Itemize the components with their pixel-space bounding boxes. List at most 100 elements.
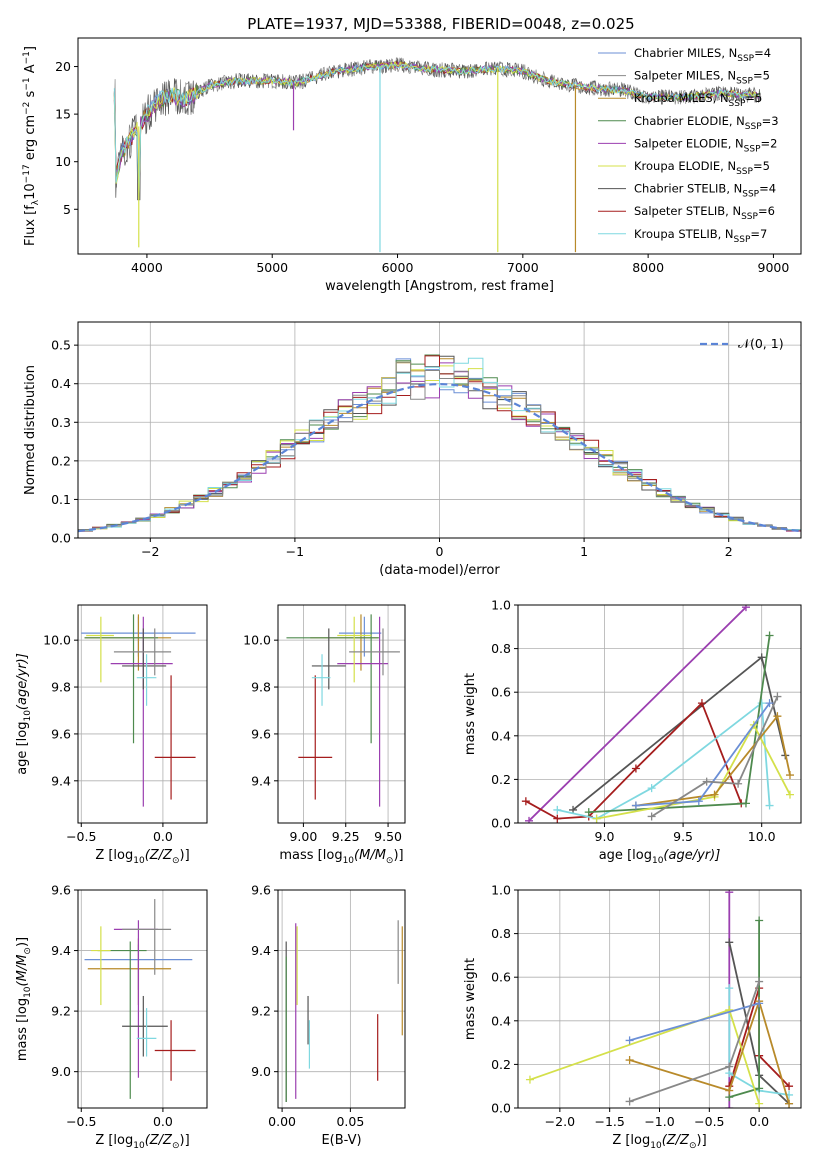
y-axis-label: mass [log10(M/M⊙)] <box>15 937 33 1061</box>
x-tick-label: 1 <box>580 544 588 559</box>
label-part: (Z/Z <box>145 1133 173 1148</box>
x-tick-label: 7000 <box>507 260 539 275</box>
legend-label: Chabrier STELIB, NSSP=4 <box>634 182 776 200</box>
x-tick-label: −0.5 <box>66 829 96 844</box>
y-axis-label: age [log10(age/yr)] <box>15 653 33 775</box>
weight-marker <box>773 692 782 701</box>
x-axis-label: age [log10(age/yr)] <box>599 848 721 866</box>
y-tick-label: 0.0 <box>51 531 71 546</box>
weight-marker <box>631 801 640 810</box>
y-tick-label: 9.2 <box>51 1004 71 1019</box>
label-part: SSP <box>745 122 762 132</box>
y-tick-label: 0.6 <box>491 970 511 985</box>
y-tick-label: 0.2 <box>51 453 71 468</box>
plot-area <box>78 890 207 1108</box>
weight-marker <box>625 1036 634 1045</box>
x-tick-label: −0.5 <box>66 1114 96 1129</box>
x-axis-label: Z [log10(Z/Z⊙)] <box>95 848 189 866</box>
weight-marker <box>631 764 640 773</box>
x-tick-label: 0.0 <box>153 1114 173 1129</box>
label-part: SSP <box>736 167 753 177</box>
mass-vs-ebv-panel: 0.00 0.05 9.0 9.2 9.4 9.6 E(B-V) <box>251 883 406 1148</box>
y-tick-label: 0.0 <box>491 816 511 831</box>
x-tick-label: 9000 <box>758 260 790 275</box>
label-part: 10 <box>343 856 355 866</box>
axes-frame <box>77 889 208 1109</box>
label-part: SSP <box>741 212 758 222</box>
x-tick-label: 2 <box>725 544 733 559</box>
y-tick-label: 9.6 <box>51 726 71 741</box>
label-part: ⊙ <box>689 1141 697 1151</box>
data-layer <box>521 605 794 823</box>
legend-label: Salpeter MILES, NSSP=5 <box>634 69 770 87</box>
label-part: (M/M <box>354 848 386 863</box>
data-layer <box>78 354 801 533</box>
y-tick-label: 9.8 <box>51 680 71 695</box>
y-tick-label: 0.4 <box>491 1013 511 1028</box>
weight-marker <box>755 999 764 1008</box>
label-part: )] <box>15 937 30 947</box>
y-tick-label: 0.8 <box>491 926 511 941</box>
x-axis-label: wavelength [Angstrom, rest frame] <box>325 279 554 294</box>
label-part: ⊙ <box>386 856 394 866</box>
massweight-vs-z-panel: −2.0 −1.5 −1.0 −0.5 0.0 0.0 0.2 0.4 0.6 0.8 1.0 Z [… <box>463 883 802 1151</box>
weight-line-kroupa_miles <box>629 998 790 1104</box>
axes-frame <box>277 889 406 1109</box>
label-part: s <box>23 90 38 101</box>
data-layer <box>113 57 762 253</box>
label-part: Z [log <box>95 1133 133 1148</box>
data-layer <box>84 899 196 1099</box>
weight-marker <box>785 790 794 799</box>
x-tick-label: −2 <box>141 544 159 559</box>
weight-marker <box>521 797 530 806</box>
axes-frame <box>517 604 802 824</box>
x-tick-label: 9.00 <box>289 829 317 844</box>
legend-label: Kroupa MILES, NSSP=5 <box>634 91 762 109</box>
y-tick-label: 0.0 <box>491 1101 511 1116</box>
mass-vs-z-panel: −0.5 0.09.09.29.49.6Z [log10(Z/Z⊙)]mass [… <box>15 883 208 1151</box>
x-tick-label: 9.0 <box>595 829 615 844</box>
data-layer <box>286 614 400 807</box>
label-part: (M/M <box>15 955 30 987</box>
weight-marker <box>725 1104 734 1108</box>
label-part: age [log <box>15 722 30 775</box>
label-part: =3 <box>762 114 779 128</box>
histogram-series-salpeter_miles <box>78 361 801 531</box>
legend-label: Salpeter ELODIE, NSSP=2 <box>634 136 777 154</box>
y-axis-label: mass weight <box>463 673 478 755</box>
y-tick-label: 0.1 <box>51 492 71 507</box>
weight-marker <box>625 1056 634 1065</box>
weight-line-kroupa_stelib <box>728 988 790 1096</box>
y-tick-label: 5 <box>63 202 71 217</box>
legend-label: Kroupa STELIB, NSSP=7 <box>634 227 767 245</box>
weight-marker <box>785 1099 794 1108</box>
weight-line-salpeter_miles <box>651 696 779 818</box>
label-part: ⊙ <box>172 1141 180 1151</box>
y-tick-label: 0.3 <box>51 415 71 430</box>
y-tick-label: 9.6 <box>251 726 271 741</box>
x-tick-label: 0.0 <box>749 1114 769 1129</box>
label-part: =5 <box>753 69 770 83</box>
label-part: A <box>23 64 38 77</box>
x-tick-label: 8000 <box>632 260 664 275</box>
weight-marker <box>741 605 750 612</box>
x-tick-label: 0.00 <box>268 1114 296 1129</box>
label-part: 10 <box>133 856 145 866</box>
x-tick-label: 9.25 <box>332 829 360 844</box>
y-tick-label: 9.0 <box>51 1064 71 1079</box>
x-tick-label: 9.50 <box>374 829 402 844</box>
label-part: mass [log <box>15 998 30 1061</box>
x-tick-label: −1.5 <box>594 1114 624 1129</box>
x-tick-label: 0 <box>436 544 444 559</box>
y-axis-label: Flux [fλ10−17 erg cm−2 s−1 A−1] <box>22 46 41 246</box>
weight-line-salpeter_elodie <box>528 606 747 822</box>
weight-marker <box>734 779 743 788</box>
y-tick-label: 15 <box>55 107 71 122</box>
y-tick-label: 9.4 <box>251 773 271 788</box>
label-part: Salpeter ELODIE, N <box>634 136 744 150</box>
label-part: )] <box>180 1133 190 1148</box>
label-part: −1 <box>22 51 32 64</box>
y-tick-label: 1.0 <box>491 598 511 613</box>
label-part: )] <box>697 1133 707 1148</box>
